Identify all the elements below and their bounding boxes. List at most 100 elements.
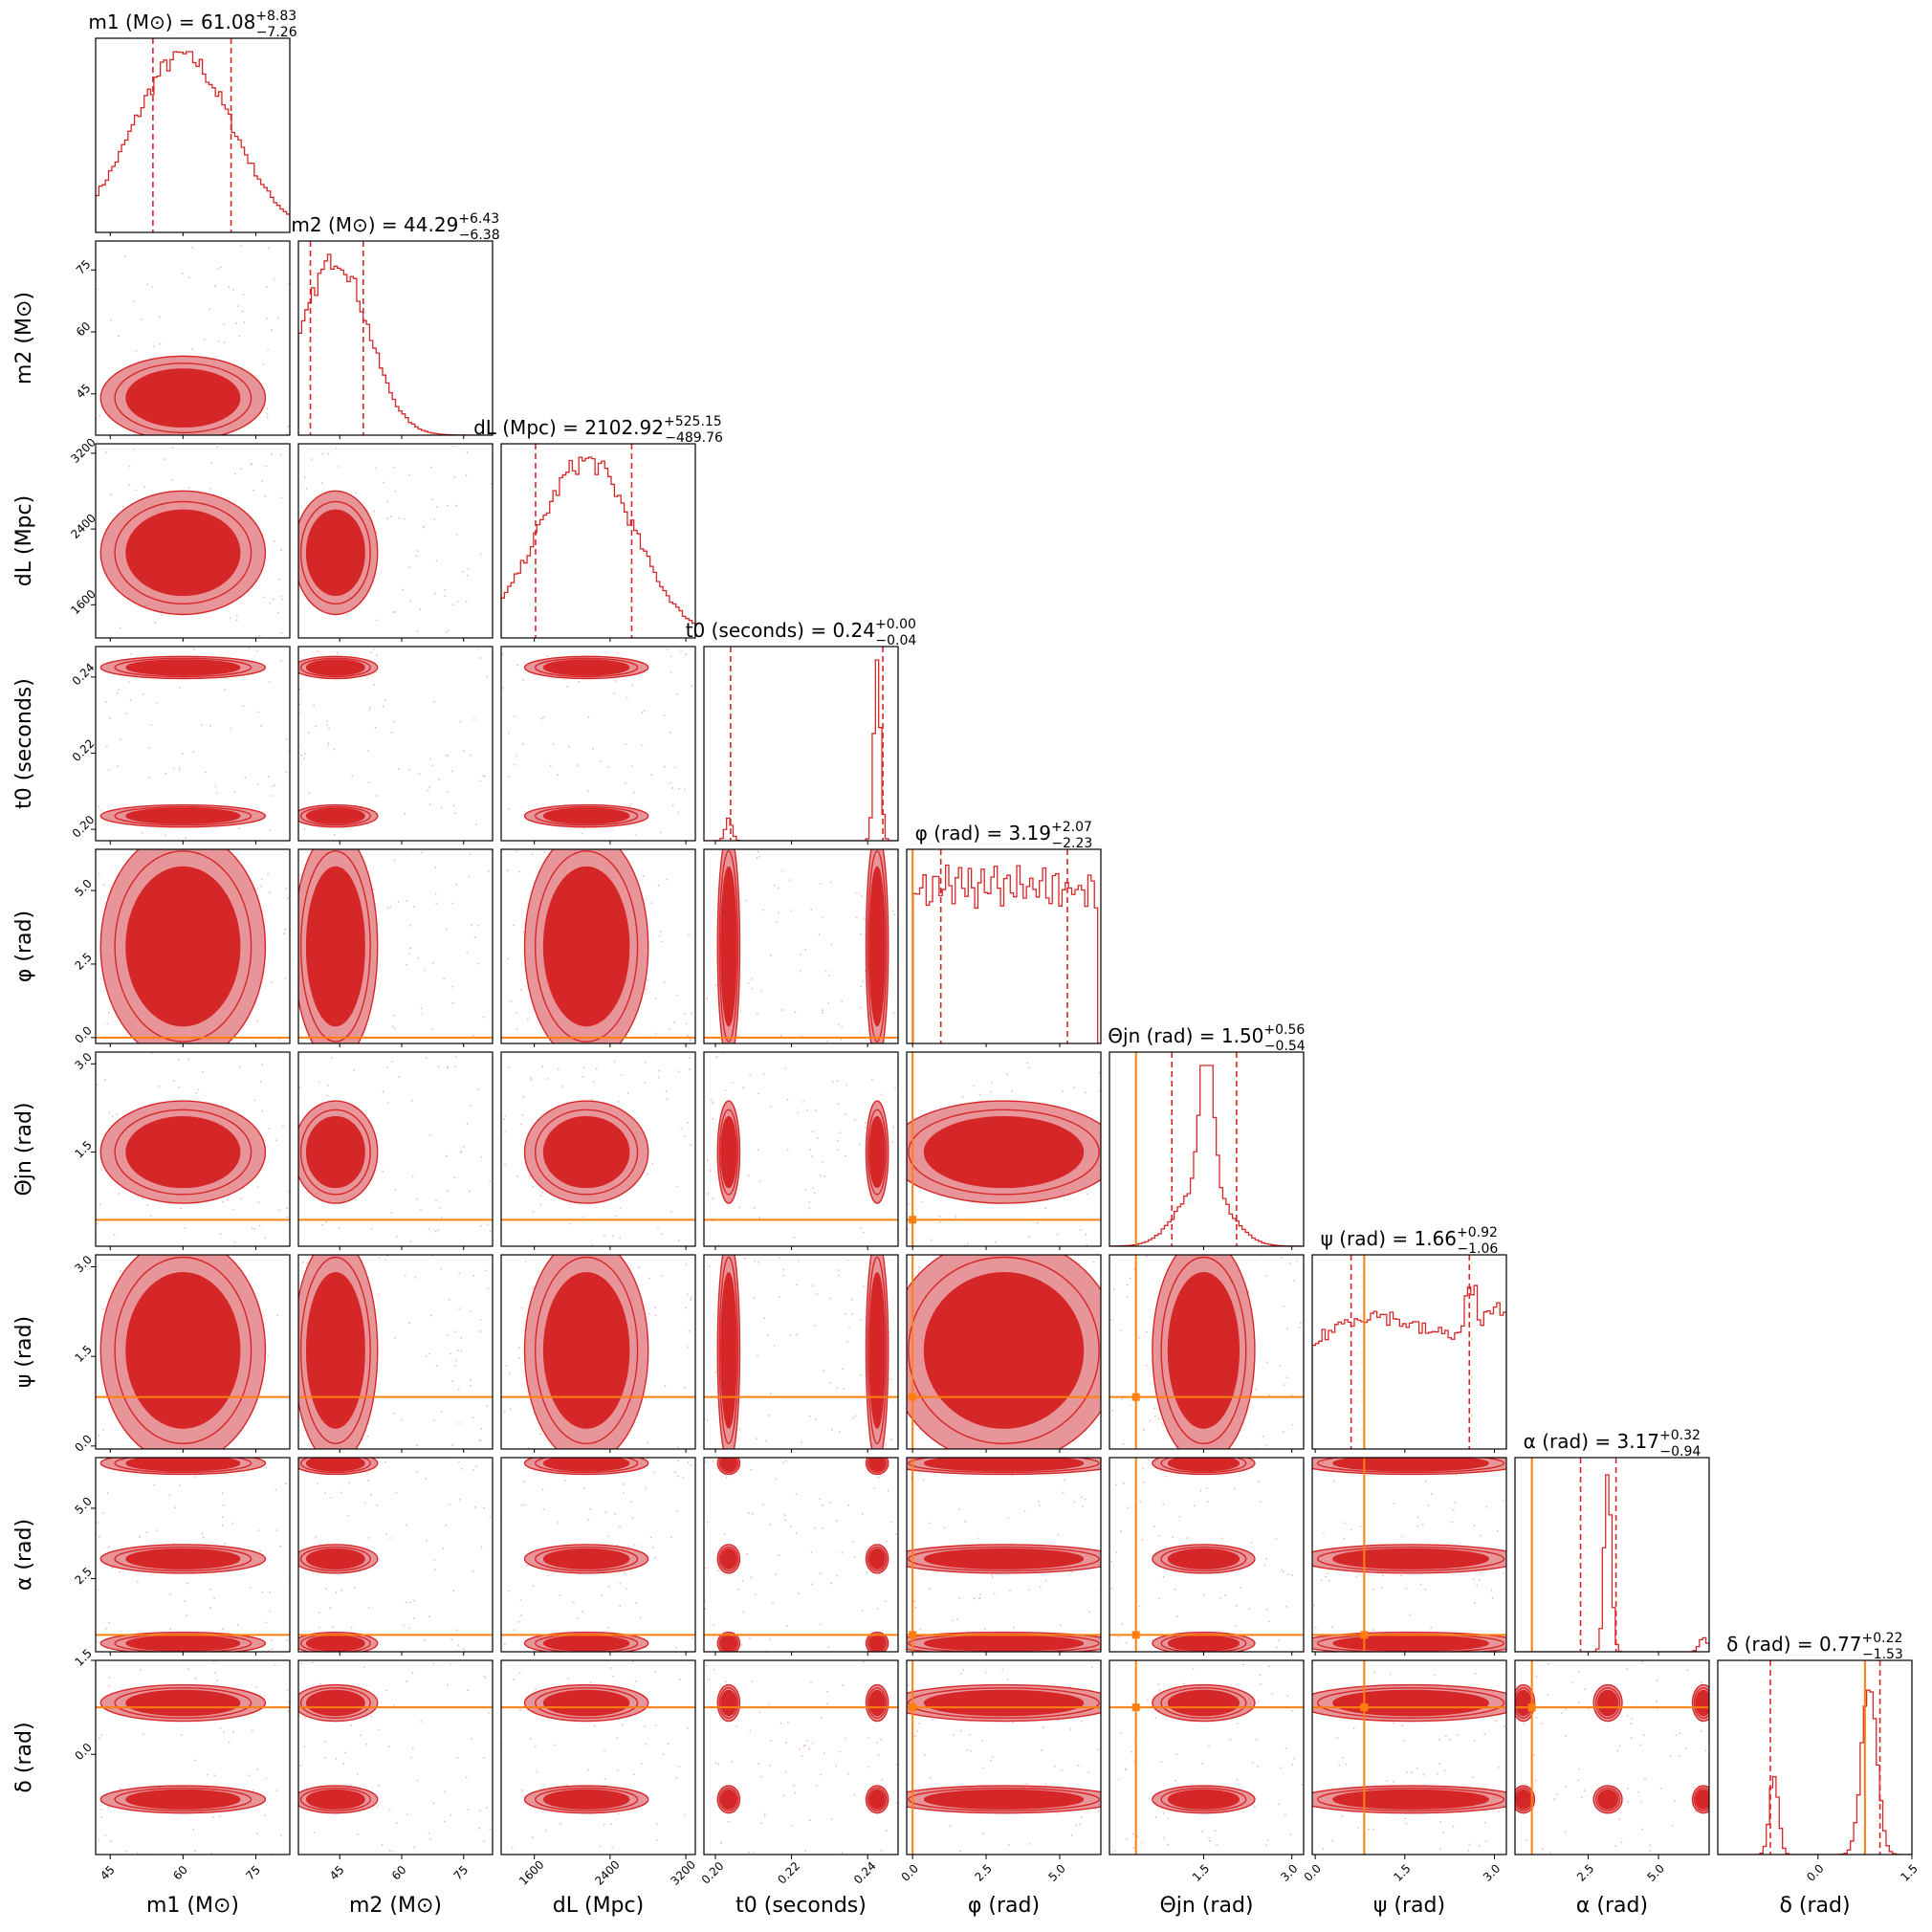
sample-point bbox=[1077, 1765, 1080, 1767]
sample-point bbox=[1080, 1496, 1083, 1499]
sample-point bbox=[460, 1337, 462, 1339]
sample-point bbox=[1062, 1090, 1064, 1092]
sample-point bbox=[511, 1847, 514, 1850]
sample-point bbox=[1262, 1435, 1264, 1438]
sample-point bbox=[1081, 1505, 1084, 1507]
contour-mid bbox=[114, 657, 252, 678]
sample-point bbox=[329, 1607, 332, 1610]
sample-point bbox=[506, 869, 509, 872]
sample-point bbox=[483, 1840, 485, 1843]
sample-point bbox=[617, 652, 620, 654]
sample-point bbox=[1416, 1525, 1418, 1527]
sample-point bbox=[690, 1144, 692, 1147]
sample-point bbox=[677, 1240, 680, 1241]
sample-point bbox=[1452, 1508, 1455, 1511]
sample-point bbox=[104, 701, 107, 704]
contour-mid bbox=[299, 1787, 371, 1811]
sample-point bbox=[1422, 1773, 1425, 1776]
sample-point bbox=[887, 1489, 889, 1492]
sample-point bbox=[841, 999, 844, 1002]
sample-point bbox=[1583, 1789, 1586, 1791]
sample-point bbox=[468, 875, 471, 878]
sample-point bbox=[1259, 1674, 1262, 1677]
sample-point bbox=[853, 1555, 856, 1558]
panel-frame bbox=[500, 1457, 696, 1653]
sample-point bbox=[918, 1266, 921, 1268]
sample-point bbox=[1649, 1844, 1652, 1847]
sample-point bbox=[323, 1740, 326, 1743]
sample-point bbox=[841, 1026, 843, 1028]
sample-point bbox=[145, 1531, 148, 1534]
sample-point bbox=[1626, 1715, 1629, 1717]
sample-point bbox=[431, 764, 434, 767]
sample-point bbox=[854, 1415, 857, 1417]
sample-point bbox=[418, 773, 421, 775]
sample-point bbox=[836, 1574, 838, 1577]
sample-point bbox=[128, 484, 131, 486]
sample-point bbox=[260, 877, 263, 880]
sample-point bbox=[501, 687, 504, 690]
sample-point bbox=[100, 1734, 103, 1737]
sample-point bbox=[435, 1199, 437, 1202]
sample-point bbox=[1254, 1388, 1257, 1391]
x-axis-label: Θjn (rad) bbox=[1159, 1894, 1253, 1918]
sample-point bbox=[1490, 1589, 1493, 1592]
sample-point bbox=[614, 1215, 617, 1218]
sample-point bbox=[275, 1789, 278, 1792]
sample-point bbox=[591, 1243, 593, 1246]
panel-frame bbox=[906, 1254, 1102, 1450]
sample-point bbox=[355, 492, 358, 494]
sample-point bbox=[1115, 1550, 1118, 1553]
sample-point bbox=[210, 462, 213, 465]
sample-point bbox=[278, 1209, 281, 1212]
sample-point bbox=[1138, 1336, 1140, 1339]
sample-point bbox=[416, 630, 419, 632]
sample-point bbox=[523, 1481, 525, 1482]
sample-point bbox=[653, 1471, 656, 1474]
sample-point bbox=[708, 1265, 711, 1268]
sample-point bbox=[588, 1507, 591, 1510]
sample-point bbox=[1007, 1517, 1010, 1519]
sample-point bbox=[1157, 1597, 1160, 1600]
sample-point bbox=[1372, 1588, 1375, 1591]
sample-point bbox=[766, 1334, 769, 1337]
sample-point bbox=[648, 1312, 650, 1315]
x-tick-label: 0.0 bbox=[1804, 1861, 1826, 1883]
sample-point bbox=[146, 1203, 149, 1206]
sample-point bbox=[192, 1829, 195, 1831]
panel-3-7 bbox=[500, 1254, 696, 1453]
sample-point bbox=[639, 1616, 642, 1619]
sample-point bbox=[959, 1729, 962, 1732]
sample-point bbox=[633, 1544, 636, 1547]
sample-point bbox=[228, 1741, 231, 1744]
sample-point bbox=[482, 1016, 485, 1019]
sample-point bbox=[313, 704, 316, 707]
sample-point bbox=[955, 1216, 957, 1218]
sample-point bbox=[913, 1735, 916, 1738]
sample-point bbox=[172, 1080, 175, 1082]
contour-inner bbox=[1332, 1689, 1489, 1717]
sample-point bbox=[1323, 1531, 1325, 1534]
sample-point bbox=[473, 1506, 476, 1508]
contour-mid bbox=[114, 500, 252, 605]
sample-point bbox=[862, 980, 865, 982]
sample-point bbox=[1042, 1726, 1044, 1729]
sample-point bbox=[182, 753, 184, 755]
sample-point bbox=[346, 1514, 349, 1517]
y-axis-label: m2 (M⊙) bbox=[12, 292, 36, 384]
sample-point bbox=[479, 1318, 482, 1321]
sample-point bbox=[108, 717, 111, 719]
sample-point bbox=[783, 1514, 786, 1516]
sample-point bbox=[1649, 1850, 1652, 1853]
sample-point bbox=[1503, 1500, 1505, 1503]
sample-point bbox=[516, 664, 519, 667]
sample-point bbox=[390, 1211, 393, 1214]
sample-point bbox=[317, 1482, 318, 1484]
sample-point bbox=[969, 1733, 972, 1736]
sample-point bbox=[382, 705, 384, 708]
sample-point bbox=[455, 504, 458, 507]
sample-point bbox=[848, 1327, 850, 1329]
sample-point bbox=[214, 285, 217, 287]
sample-point bbox=[747, 1175, 750, 1177]
sample-point bbox=[107, 1806, 110, 1809]
